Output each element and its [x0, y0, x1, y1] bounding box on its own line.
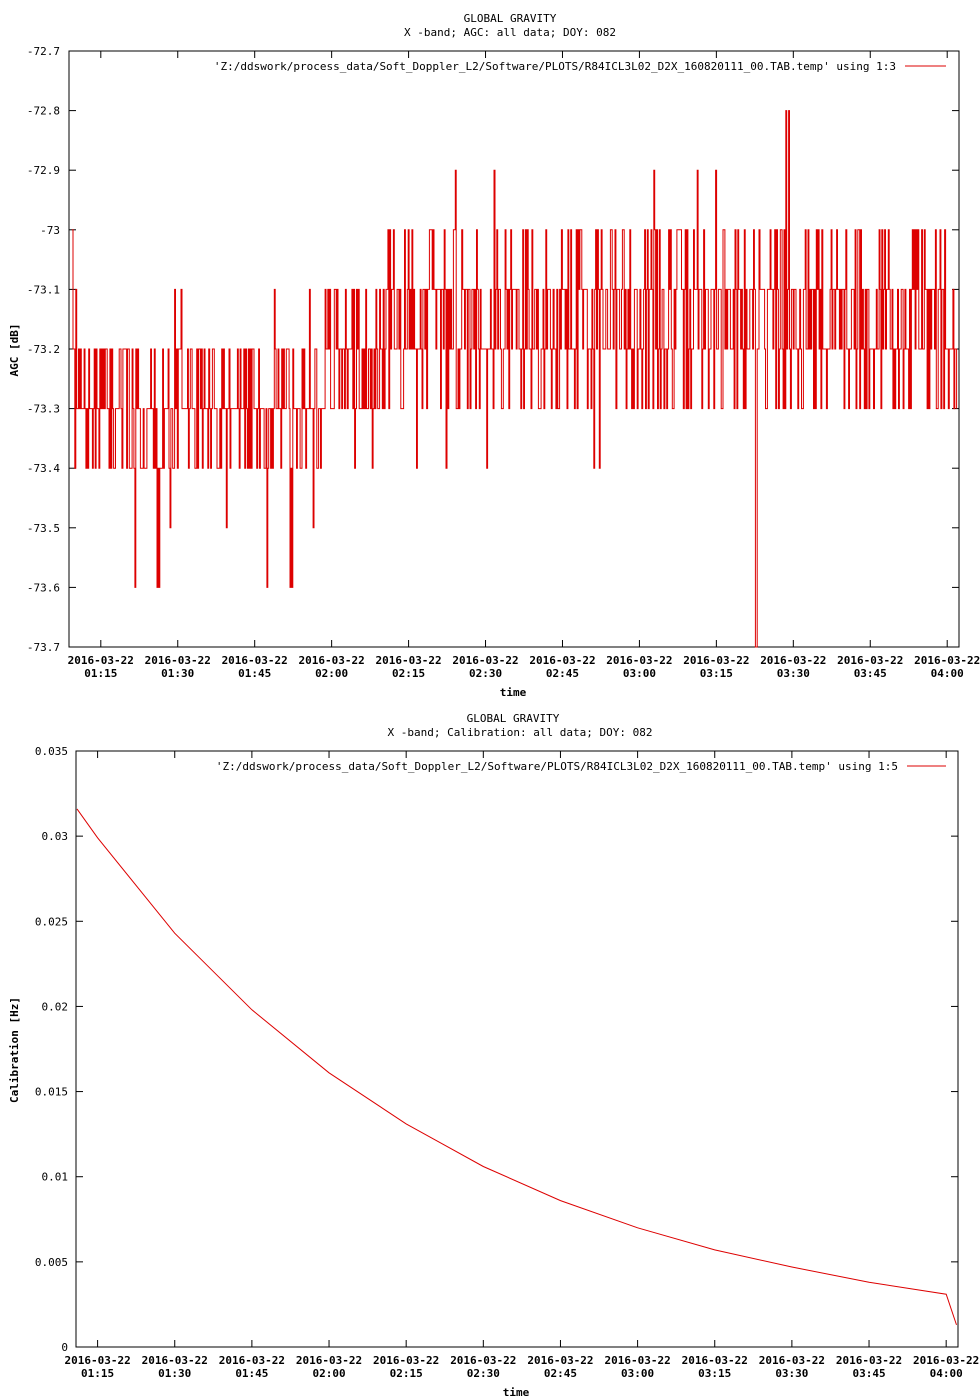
- chart-title: GLOBAL GRAVITY: [464, 12, 557, 25]
- legend-label: 'Z:/ddswork/process_data/Soft_Doppler_L2…: [214, 60, 896, 73]
- x-tick-time-label: 02:00: [312, 1367, 345, 1380]
- x-tick-date-label: 2016-03-22: [913, 1354, 979, 1367]
- x-tick-time-label: 03:00: [621, 1367, 654, 1380]
- chart-subtitle: X -band; AGC: all data; DOY: 082: [404, 26, 616, 39]
- y-tick-label: -72.8: [27, 105, 60, 118]
- x-tick-time-label: 01:45: [235, 1367, 268, 1380]
- x-tick-time-label: 03:30: [775, 1367, 808, 1380]
- x-tick-time-label: 03:45: [852, 1367, 885, 1380]
- y-tick-label: 0.01: [42, 1171, 69, 1184]
- y-tick-label: 0.005: [35, 1256, 68, 1269]
- x-tick-time-label: 03:15: [698, 1367, 731, 1380]
- x-tick-time-label: 01:15: [81, 1367, 114, 1380]
- y-tick-label: -72.9: [27, 164, 60, 177]
- x-tick-time-label: 03:45: [854, 667, 887, 680]
- x-tick-date-label: 2016-03-22: [64, 1354, 130, 1367]
- x-tick-date-label: 2016-03-22: [142, 1354, 208, 1367]
- y-axis-label: AGC [dB]: [8, 324, 21, 377]
- x-axis-label: time: [503, 1386, 530, 1399]
- x-tick-date-label: 2016-03-22: [299, 654, 365, 667]
- x-tick-date-label: 2016-03-22: [606, 654, 672, 667]
- y-tick-label: -73.4: [27, 462, 60, 475]
- y-tick-label: 0.03: [42, 830, 69, 843]
- x-tick-date-label: 2016-03-22: [222, 654, 288, 667]
- x-tick-date-label: 2016-03-22: [682, 1354, 748, 1367]
- x-tick-time-label: 01:15: [84, 667, 117, 680]
- legend-label: 'Z:/ddswork/process_data/Soft_Doppler_L2…: [216, 760, 898, 773]
- x-tick-time-label: 02:00: [315, 667, 348, 680]
- agc-chart: GLOBAL GRAVITY X -band; AGC: all data; D…: [8, 12, 980, 699]
- x-tick-date-label: 2016-03-22: [836, 1354, 902, 1367]
- y-tick-label: -73: [40, 224, 60, 237]
- chart-title: GLOBAL GRAVITY: [467, 712, 560, 725]
- x-tick-date-label: 2016-03-22: [219, 1354, 285, 1367]
- x-tick-time-label: 02:30: [467, 1367, 500, 1380]
- x-tick-time-label: 04:00: [931, 667, 964, 680]
- y-tick-label: -73.5: [27, 522, 60, 535]
- x-tick-date-label: 2016-03-22: [145, 654, 211, 667]
- x-tick-time-label: 01:30: [161, 667, 194, 680]
- x-tick-date-label: 2016-03-22: [527, 1354, 593, 1367]
- x-tick-date-label: 2016-03-22: [837, 654, 903, 667]
- y-tick-label: -72.7: [27, 45, 60, 58]
- x-axis-label: time: [500, 686, 527, 699]
- x-tick-time-label: 02:45: [546, 667, 579, 680]
- x-tick-time-label: 03:30: [777, 667, 810, 680]
- x-tick-time-label: 02:15: [390, 1367, 423, 1380]
- y-tick-label: 0.02: [42, 1000, 69, 1013]
- y-tick-label: -73.1: [27, 283, 60, 296]
- x-tick-time-label: 01:30: [158, 1367, 191, 1380]
- x-tick-date-label: 2016-03-22: [68, 654, 134, 667]
- y-tick-label: -73.3: [27, 403, 60, 416]
- series-line: [72, 110, 958, 648]
- y-tick-label: 0: [61, 1341, 68, 1354]
- x-tick-time-label: 02:30: [469, 667, 502, 680]
- x-tick-date-label: 2016-03-22: [760, 654, 826, 667]
- x-tick-date-label: 2016-03-22: [604, 1354, 670, 1367]
- chart-subtitle: X -band; Calibration: all data; DOY: 082: [388, 726, 653, 739]
- y-tick-label: 0.015: [35, 1086, 68, 1099]
- x-tick-time-label: 02:15: [392, 667, 425, 680]
- y-tick-label: 0.035: [35, 745, 68, 758]
- x-tick-time-label: 03:15: [700, 667, 733, 680]
- x-tick-time-label: 03:00: [623, 667, 656, 680]
- x-tick-date-label: 2016-03-22: [452, 654, 518, 667]
- x-tick-time-label: 01:45: [238, 667, 271, 680]
- series-line: [76, 808, 957, 1326]
- x-tick-date-label: 2016-03-22: [373, 1354, 439, 1367]
- y-tick-label: -73.2: [27, 343, 60, 356]
- y-tick-label: -73.7: [27, 641, 60, 654]
- x-tick-time-label: 02:45: [544, 1367, 577, 1380]
- y-tick-label: -73.6: [27, 581, 60, 594]
- y-axis-label: Calibration [Hz]: [8, 997, 21, 1103]
- x-tick-time-label: 04:00: [930, 1367, 963, 1380]
- x-tick-date-label: 2016-03-22: [759, 1354, 825, 1367]
- x-tick-date-label: 2016-03-22: [529, 654, 595, 667]
- x-tick-date-label: 2016-03-22: [450, 1354, 516, 1367]
- x-tick-date-label: 2016-03-22: [914, 654, 980, 667]
- x-tick-date-label: 2016-03-22: [375, 654, 441, 667]
- plot-frame: [75, 750, 959, 1348]
- x-tick-date-label: 2016-03-22: [683, 654, 749, 667]
- x-tick-date-label: 2016-03-22: [296, 1354, 362, 1367]
- calibration-chart: GLOBAL GRAVITY X -band; Calibration: all…: [8, 712, 979, 1399]
- y-tick-label: 0.025: [35, 915, 68, 928]
